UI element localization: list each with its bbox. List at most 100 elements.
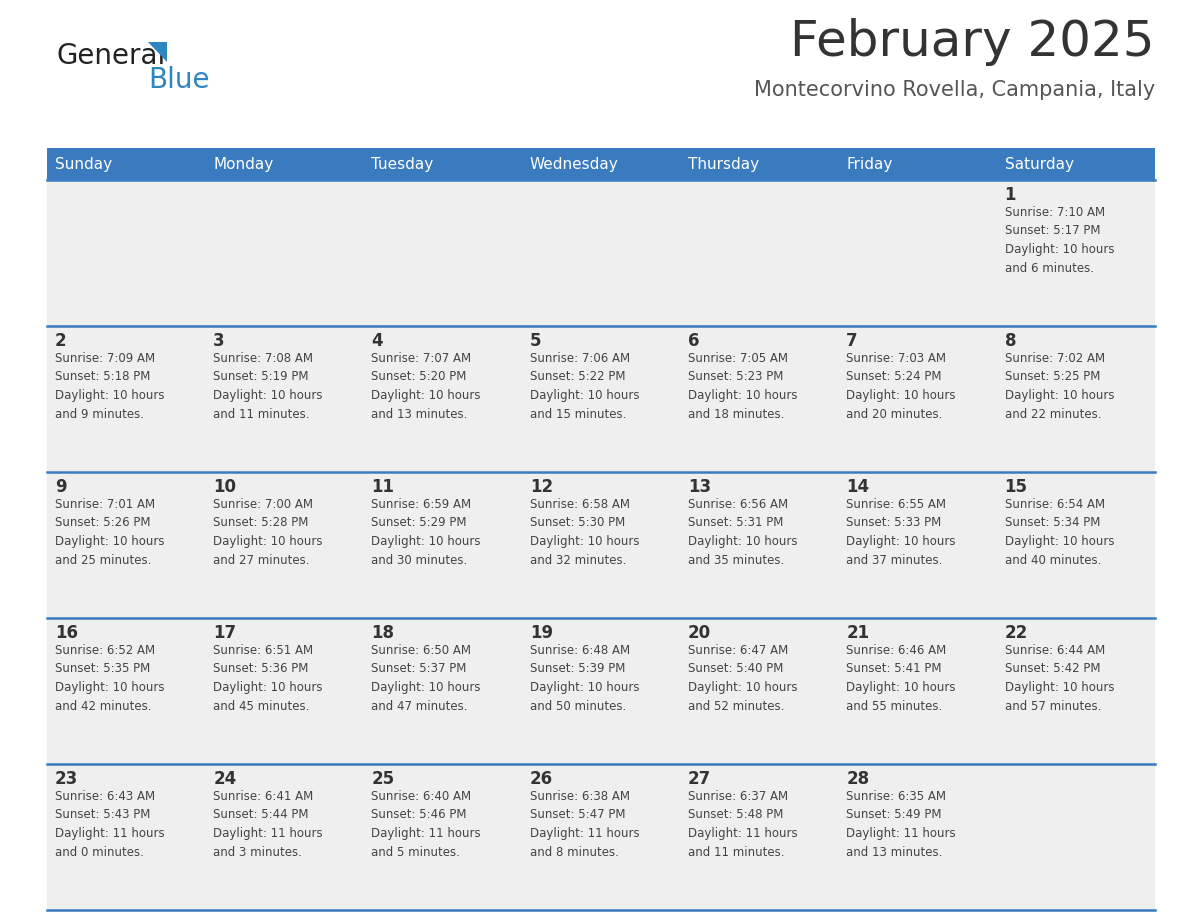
Text: Sunrise: 6:43 AM
Sunset: 5:43 PM
Daylight: 11 hours
and 0 minutes.: Sunrise: 6:43 AM Sunset: 5:43 PM Dayligh… — [55, 790, 165, 858]
Text: 20: 20 — [688, 624, 712, 642]
Text: Sunrise: 6:52 AM
Sunset: 5:35 PM
Daylight: 10 hours
and 42 minutes.: Sunrise: 6:52 AM Sunset: 5:35 PM Dayligh… — [55, 644, 164, 712]
Bar — [681, 764, 839, 910]
Text: 7: 7 — [846, 332, 858, 350]
Text: 18: 18 — [372, 624, 394, 642]
Text: 13: 13 — [688, 478, 712, 496]
Text: Sunrise: 7:03 AM
Sunset: 5:24 PM
Daylight: 10 hours
and 20 minutes.: Sunrise: 7:03 AM Sunset: 5:24 PM Dayligh… — [846, 352, 956, 420]
Bar — [681, 180, 839, 326]
Text: Friday: Friday — [846, 156, 892, 172]
Text: Sunrise: 7:07 AM
Sunset: 5:20 PM
Daylight: 10 hours
and 13 minutes.: Sunrise: 7:07 AM Sunset: 5:20 PM Dayligh… — [372, 352, 481, 420]
Bar — [681, 618, 839, 764]
Text: Sunrise: 7:09 AM
Sunset: 5:18 PM
Daylight: 10 hours
and 9 minutes.: Sunrise: 7:09 AM Sunset: 5:18 PM Dayligh… — [55, 352, 164, 420]
Text: Sunrise: 6:54 AM
Sunset: 5:34 PM
Daylight: 10 hours
and 40 minutes.: Sunrise: 6:54 AM Sunset: 5:34 PM Dayligh… — [1005, 498, 1114, 566]
Bar — [48, 148, 206, 180]
Text: Sunrise: 6:51 AM
Sunset: 5:36 PM
Daylight: 10 hours
and 45 minutes.: Sunrise: 6:51 AM Sunset: 5:36 PM Dayligh… — [213, 644, 323, 712]
Text: 11: 11 — [372, 478, 394, 496]
Bar — [48, 618, 206, 764]
Text: 22: 22 — [1005, 624, 1028, 642]
Text: 28: 28 — [846, 770, 870, 788]
Text: February 2025: February 2025 — [790, 18, 1155, 66]
Text: Wednesday: Wednesday — [530, 156, 619, 172]
Text: Sunrise: 7:10 AM
Sunset: 5:17 PM
Daylight: 10 hours
and 6 minutes.: Sunrise: 7:10 AM Sunset: 5:17 PM Dayligh… — [1005, 206, 1114, 274]
Bar — [206, 764, 364, 910]
Bar — [839, 764, 997, 910]
Text: Sunrise: 7:01 AM
Sunset: 5:26 PM
Daylight: 10 hours
and 25 minutes.: Sunrise: 7:01 AM Sunset: 5:26 PM Dayligh… — [55, 498, 164, 566]
Text: 5: 5 — [530, 332, 542, 350]
Bar — [839, 472, 997, 618]
Bar — [839, 618, 997, 764]
Bar — [522, 180, 681, 326]
Bar — [997, 618, 1155, 764]
Bar — [364, 764, 522, 910]
Text: Sunrise: 7:02 AM
Sunset: 5:25 PM
Daylight: 10 hours
and 22 minutes.: Sunrise: 7:02 AM Sunset: 5:25 PM Dayligh… — [1005, 352, 1114, 420]
Text: Sunrise: 6:46 AM
Sunset: 5:41 PM
Daylight: 10 hours
and 55 minutes.: Sunrise: 6:46 AM Sunset: 5:41 PM Dayligh… — [846, 644, 956, 712]
Bar — [522, 764, 681, 910]
Bar — [839, 148, 997, 180]
Text: Blue: Blue — [148, 66, 209, 94]
Bar — [48, 180, 206, 326]
Bar — [522, 618, 681, 764]
Text: 4: 4 — [372, 332, 383, 350]
Text: Sunrise: 7:06 AM
Sunset: 5:22 PM
Daylight: 10 hours
and 15 minutes.: Sunrise: 7:06 AM Sunset: 5:22 PM Dayligh… — [530, 352, 639, 420]
Text: 16: 16 — [55, 624, 78, 642]
Text: Sunrise: 6:44 AM
Sunset: 5:42 PM
Daylight: 10 hours
and 57 minutes.: Sunrise: 6:44 AM Sunset: 5:42 PM Dayligh… — [1005, 644, 1114, 712]
Text: 6: 6 — [688, 332, 700, 350]
Bar — [364, 180, 522, 326]
Text: 3: 3 — [213, 332, 225, 350]
Text: Sunrise: 7:05 AM
Sunset: 5:23 PM
Daylight: 10 hours
and 18 minutes.: Sunrise: 7:05 AM Sunset: 5:23 PM Dayligh… — [688, 352, 797, 420]
Bar — [522, 326, 681, 472]
Text: Sunday: Sunday — [55, 156, 112, 172]
Text: 26: 26 — [530, 770, 552, 788]
Text: General: General — [57, 42, 166, 70]
Text: 24: 24 — [213, 770, 236, 788]
Bar — [997, 326, 1155, 472]
Text: Sunrise: 6:38 AM
Sunset: 5:47 PM
Daylight: 11 hours
and 8 minutes.: Sunrise: 6:38 AM Sunset: 5:47 PM Dayligh… — [530, 790, 639, 858]
Text: Tuesday: Tuesday — [372, 156, 434, 172]
Text: 21: 21 — [846, 624, 870, 642]
Text: Saturday: Saturday — [1005, 156, 1074, 172]
Bar — [364, 148, 522, 180]
Bar — [997, 472, 1155, 618]
Text: Sunrise: 6:35 AM
Sunset: 5:49 PM
Daylight: 11 hours
and 13 minutes.: Sunrise: 6:35 AM Sunset: 5:49 PM Dayligh… — [846, 790, 956, 858]
Bar — [364, 326, 522, 472]
Text: Sunrise: 7:08 AM
Sunset: 5:19 PM
Daylight: 10 hours
and 11 minutes.: Sunrise: 7:08 AM Sunset: 5:19 PM Dayligh… — [213, 352, 323, 420]
Text: 15: 15 — [1005, 478, 1028, 496]
Bar — [364, 472, 522, 618]
Text: Sunrise: 6:58 AM
Sunset: 5:30 PM
Daylight: 10 hours
and 32 minutes.: Sunrise: 6:58 AM Sunset: 5:30 PM Dayligh… — [530, 498, 639, 566]
Text: Sunrise: 6:41 AM
Sunset: 5:44 PM
Daylight: 11 hours
and 3 minutes.: Sunrise: 6:41 AM Sunset: 5:44 PM Dayligh… — [213, 790, 323, 858]
Bar — [206, 326, 364, 472]
Text: 8: 8 — [1005, 332, 1016, 350]
Text: 12: 12 — [530, 478, 552, 496]
Bar — [206, 148, 364, 180]
Bar — [522, 472, 681, 618]
Text: Thursday: Thursday — [688, 156, 759, 172]
Text: Sunrise: 6:37 AM
Sunset: 5:48 PM
Daylight: 11 hours
and 11 minutes.: Sunrise: 6:37 AM Sunset: 5:48 PM Dayligh… — [688, 790, 797, 858]
Bar — [48, 764, 206, 910]
Text: Monday: Monday — [213, 156, 273, 172]
Text: 19: 19 — [530, 624, 552, 642]
Text: 10: 10 — [213, 478, 236, 496]
Bar — [364, 618, 522, 764]
Text: 27: 27 — [688, 770, 712, 788]
Bar — [522, 148, 681, 180]
Text: Sunrise: 7:00 AM
Sunset: 5:28 PM
Daylight: 10 hours
and 27 minutes.: Sunrise: 7:00 AM Sunset: 5:28 PM Dayligh… — [213, 498, 323, 566]
Bar — [997, 180, 1155, 326]
Bar — [206, 618, 364, 764]
Bar — [997, 148, 1155, 180]
Text: 1: 1 — [1005, 186, 1016, 204]
Text: 9: 9 — [55, 478, 67, 496]
Bar — [681, 326, 839, 472]
Text: Montecorvino Rovella, Campania, Italy: Montecorvino Rovella, Campania, Italy — [753, 80, 1155, 100]
Text: Sunrise: 6:40 AM
Sunset: 5:46 PM
Daylight: 11 hours
and 5 minutes.: Sunrise: 6:40 AM Sunset: 5:46 PM Dayligh… — [372, 790, 481, 858]
Bar — [839, 326, 997, 472]
Text: 17: 17 — [213, 624, 236, 642]
Text: 14: 14 — [846, 478, 870, 496]
Text: 25: 25 — [372, 770, 394, 788]
Bar — [48, 326, 206, 472]
Bar — [681, 148, 839, 180]
Bar — [48, 472, 206, 618]
Bar — [681, 472, 839, 618]
Text: Sunrise: 6:55 AM
Sunset: 5:33 PM
Daylight: 10 hours
and 37 minutes.: Sunrise: 6:55 AM Sunset: 5:33 PM Dayligh… — [846, 498, 956, 566]
Text: 23: 23 — [55, 770, 78, 788]
Polygon shape — [148, 42, 168, 62]
